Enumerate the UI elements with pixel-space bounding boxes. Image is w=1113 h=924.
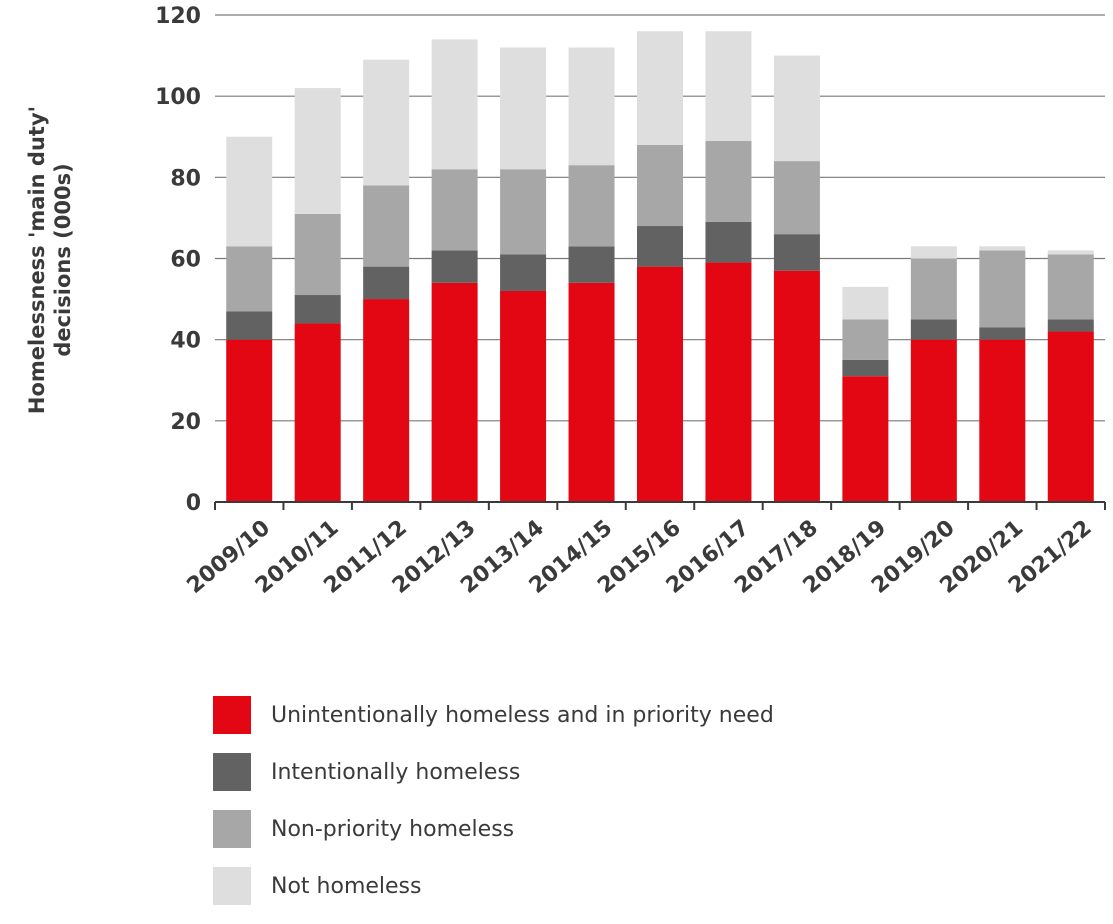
- y-tick-label: 60: [170, 248, 201, 273]
- bar-segment: [705, 262, 752, 502]
- bar-segment: [226, 246, 273, 312]
- bar-segment: [773, 270, 820, 502]
- bar-segment: [705, 221, 752, 263]
- y-axis-label-line-2: decisions (000s): [51, 163, 75, 356]
- legend-label: Intentionally homeless: [271, 759, 521, 785]
- legend-swatch: [213, 753, 251, 791]
- bar-segment: [637, 144, 683, 227]
- legend-swatch: [213, 696, 251, 734]
- bar-segment: [842, 376, 889, 502]
- y-tick-label: 120: [155, 4, 201, 29]
- bar-segment: [1047, 331, 1094, 502]
- bar-segment: [568, 47, 615, 166]
- bar-segment: [979, 250, 1026, 328]
- bar-segment: [500, 290, 547, 502]
- y-axis-label-line-1: Homelessness 'main duty': [25, 106, 49, 414]
- y-axis-label: Homelessness 'main duty' decisions (000s…: [25, 106, 75, 414]
- y-tick-label: 20: [170, 410, 201, 435]
- legend-label: Unintentionally homeless and in priority…: [271, 702, 774, 728]
- bar-segment: [431, 169, 478, 251]
- bar-segment: [431, 39, 478, 170]
- legend: Unintentionally homeless and in priority…: [213, 696, 774, 924]
- bar-segment: [979, 327, 1026, 340]
- bar-segment: [294, 295, 341, 324]
- y-tick-label: 100: [155, 85, 201, 110]
- legend-swatch: [213, 867, 251, 905]
- bar-segment: [294, 323, 341, 502]
- bar-segment: [705, 31, 752, 141]
- bar-segment: [1047, 254, 1094, 320]
- bar-segment: [568, 282, 615, 502]
- bar-segment: [842, 319, 889, 360]
- bar-segment: [910, 246, 957, 259]
- y-axis-ticks: 0 20 40 60 80 100 120: [155, 4, 201, 516]
- bar-segment: [363, 185, 410, 267]
- bar-segment: [1047, 319, 1094, 332]
- bar-segment: [294, 88, 341, 214]
- bar-segment: [773, 161, 820, 235]
- bar-segment: [773, 234, 820, 271]
- bar-segment: [226, 311, 273, 340]
- bar-segment: [226, 339, 273, 502]
- legend-swatch: [213, 810, 251, 848]
- bar-segment: [431, 282, 478, 502]
- bar-segment: [979, 246, 1026, 251]
- bar-segment: [500, 47, 547, 170]
- bar-segment: [363, 299, 410, 502]
- bar-segment: [910, 319, 957, 340]
- x-axis: [214, 501, 1106, 510]
- y-tick-label: 0: [186, 491, 201, 516]
- bar-segment: [363, 59, 410, 186]
- legend-item: Intentionally homeless: [213, 753, 774, 791]
- legend-label: Not homeless: [271, 873, 422, 899]
- legend-item: Unintentionally homeless and in priority…: [213, 696, 774, 734]
- bar-segment: [773, 55, 820, 162]
- x-axis-ticks: 2009/102010/112011/122012/132013/142014/…: [182, 515, 1096, 598]
- bar-segment: [705, 140, 752, 222]
- bar-segment: [568, 246, 615, 283]
- bar-segment: [910, 339, 957, 502]
- legend-label: Non-priority homeless: [271, 816, 515, 842]
- bar-segment: [431, 250, 478, 283]
- bar-segment: [637, 31, 683, 145]
- y-tick-label: 40: [170, 329, 201, 354]
- bar-segment: [637, 266, 683, 502]
- bar-segment: [500, 254, 547, 291]
- bar-segment: [226, 136, 273, 247]
- bar-segment: [500, 169, 547, 255]
- bar-segment: [637, 226, 683, 267]
- bar-segment: [294, 213, 341, 296]
- bar-segment: [568, 165, 615, 247]
- bar-segment: [979, 339, 1026, 502]
- legend-item: Not homeless: [213, 867, 774, 905]
- legend-item: Non-priority homeless: [213, 810, 774, 848]
- bars: [226, 31, 1094, 502]
- y-tick-label: 80: [170, 166, 201, 191]
- bar-segment: [363, 266, 410, 300]
- bar-segment: [842, 286, 889, 320]
- bar-segment: [842, 359, 889, 377]
- bar-segment: [910, 258, 957, 320]
- bar-segment: [1047, 250, 1094, 255]
